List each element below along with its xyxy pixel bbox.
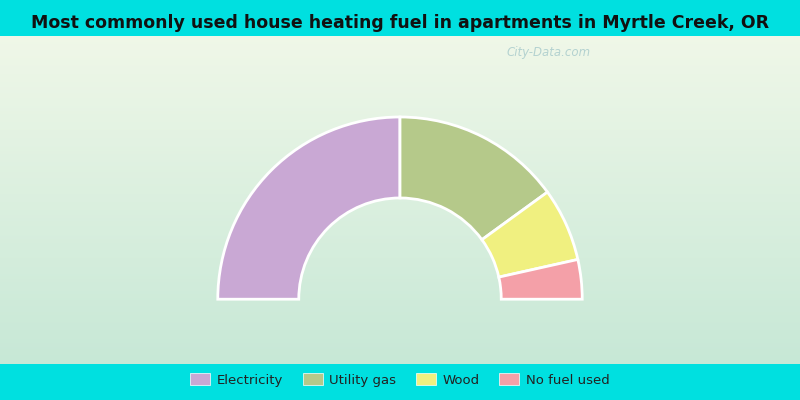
Legend: Electricity, Utility gas, Wood, No fuel used: Electricity, Utility gas, Wood, No fuel … — [190, 373, 610, 387]
Wedge shape — [218, 117, 400, 299]
Wedge shape — [482, 192, 578, 277]
Text: Most commonly used house heating fuel in apartments in Myrtle Creek, OR: Most commonly used house heating fuel in… — [31, 14, 769, 32]
Text: City-Data.com: City-Data.com — [506, 46, 590, 59]
Wedge shape — [498, 260, 582, 299]
Wedge shape — [400, 117, 547, 240]
